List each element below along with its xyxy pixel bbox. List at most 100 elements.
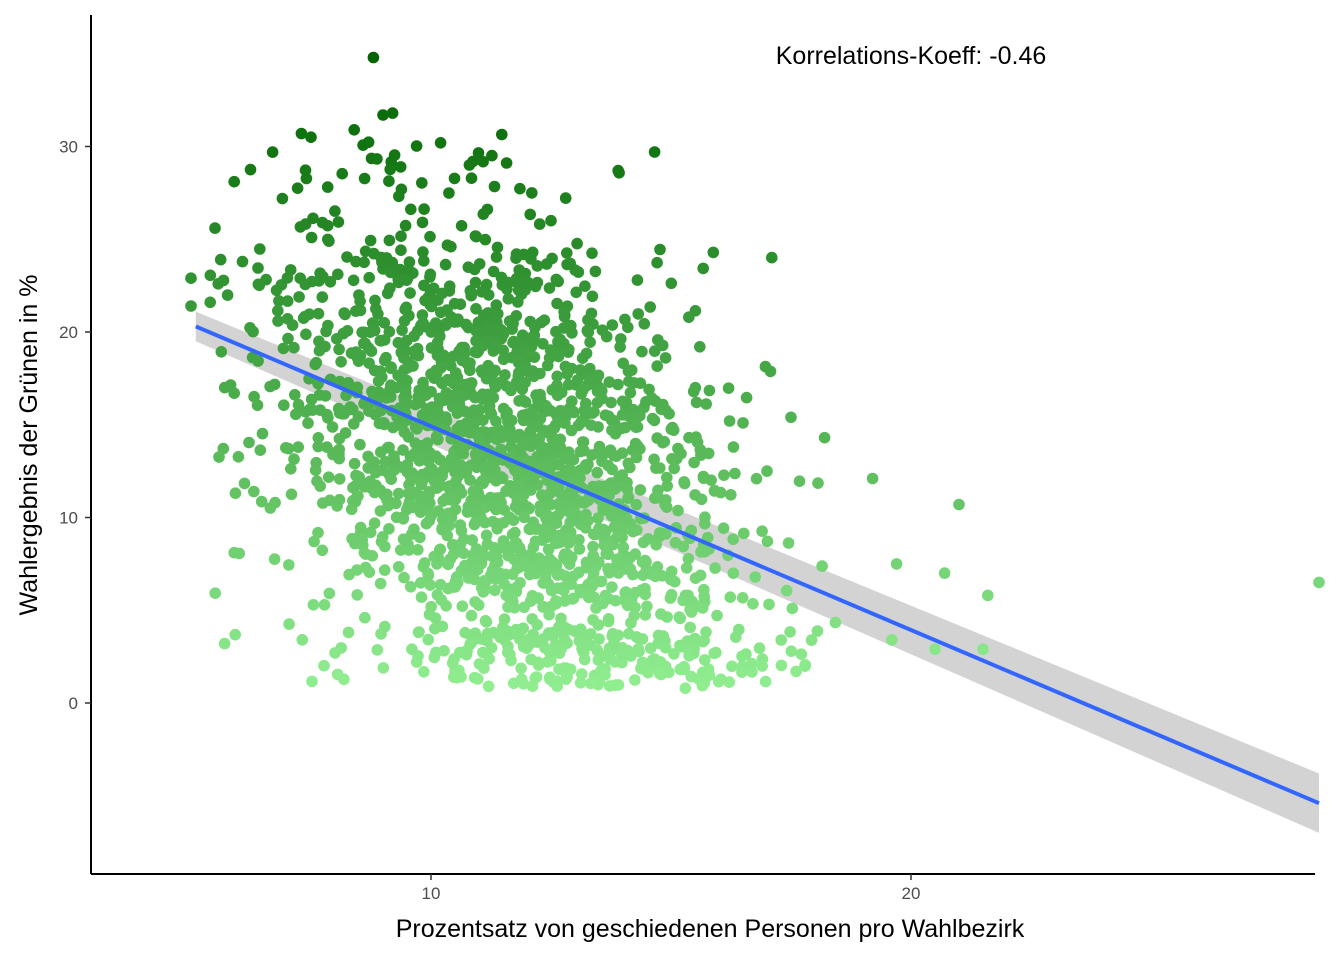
- data-point: [477, 646, 489, 659]
- data-point: [736, 592, 749, 604]
- data-point: [228, 546, 240, 559]
- data-point: [445, 454, 458, 467]
- data-point: [795, 648, 808, 660]
- data-point: [291, 182, 304, 194]
- data-point: [442, 558, 455, 571]
- data-point: [442, 390, 455, 402]
- data-point: [505, 384, 517, 397]
- data-point: [488, 324, 501, 336]
- data-point: [422, 633, 435, 646]
- data-point: [473, 404, 486, 416]
- data-point: [214, 253, 227, 266]
- data-point: [582, 591, 595, 604]
- data-point: [866, 472, 879, 485]
- data-point: [558, 662, 570, 674]
- data-point: [296, 634, 309, 646]
- data-point: [412, 544, 424, 556]
- data-point: [497, 328, 510, 340]
- data-point: [396, 324, 408, 336]
- data-point: [410, 420, 422, 433]
- data-point: [469, 276, 482, 289]
- data-point: [696, 602, 709, 614]
- data-point: [555, 612, 567, 625]
- data-point: [579, 280, 591, 293]
- data-point: [283, 559, 295, 571]
- data-point: [308, 535, 320, 548]
- data-point: [587, 566, 600, 579]
- data-point: [606, 463, 618, 476]
- data-point: [498, 613, 511, 625]
- data-point: [699, 654, 711, 666]
- data-point: [402, 487, 415, 500]
- data-point: [446, 657, 459, 669]
- data-point: [476, 552, 489, 565]
- data-point: [489, 584, 501, 597]
- data-point: [531, 619, 543, 631]
- data-point: [422, 569, 435, 582]
- data-point: [737, 417, 749, 429]
- data-point: [228, 175, 240, 188]
- data-point: [384, 282, 396, 295]
- data-point: [228, 387, 240, 400]
- data-point: [494, 567, 507, 580]
- data-point: [507, 317, 519, 330]
- data-point: [561, 368, 573, 380]
- data-point: [462, 572, 475, 584]
- data-point: [780, 584, 793, 597]
- data-point: [310, 456, 323, 469]
- data-point: [305, 131, 317, 143]
- data-point: [479, 615, 492, 627]
- data-point: [253, 243, 266, 255]
- data-point: [392, 336, 405, 349]
- data-point: [255, 495, 268, 508]
- data-point: [977, 643, 989, 655]
- data-point: [323, 587, 336, 600]
- data-point: [513, 467, 525, 480]
- y-axis-ticks: 0 10 20 30: [59, 138, 91, 713]
- x-axis-title: Prozentsatz von geschiedenen Personen pr…: [396, 915, 1025, 943]
- data-point: [342, 626, 355, 639]
- data-point: [322, 471, 335, 484]
- y-tick-label: 20: [59, 323, 78, 342]
- data-point: [356, 534, 369, 546]
- data-point: [695, 546, 707, 558]
- data-point: [273, 295, 285, 307]
- data-point: [545, 214, 557, 227]
- data-point: [429, 612, 442, 624]
- data-point: [386, 107, 399, 119]
- data-point: [598, 447, 610, 460]
- data-point: [552, 350, 565, 363]
- data-point: [613, 472, 625, 484]
- data-point: [501, 406, 513, 418]
- data-point: [775, 634, 787, 646]
- data-point: [599, 649, 612, 662]
- data-point: [890, 558, 903, 570]
- data-point: [682, 552, 695, 565]
- data-point: [218, 637, 231, 650]
- data-point: [498, 578, 511, 590]
- data-point: [482, 680, 495, 693]
- data-point: [571, 237, 583, 250]
- data-point: [592, 619, 605, 631]
- data-point: [333, 493, 346, 506]
- data-point: [727, 441, 740, 453]
- data-point: [539, 569, 552, 582]
- data-point: [468, 263, 481, 276]
- data-point: [655, 608, 667, 620]
- data-point: [486, 550, 498, 562]
- data-point: [299, 218, 312, 230]
- data-point: [649, 570, 662, 583]
- data-point: [573, 543, 586, 555]
- data-point: [415, 577, 427, 589]
- data-point: [383, 441, 395, 454]
- data-point: [282, 332, 294, 345]
- data-point: [451, 576, 464, 589]
- data-point: [465, 289, 478, 302]
- data-point: [536, 489, 548, 501]
- data-point: [518, 276, 531, 289]
- data-point: [312, 440, 325, 453]
- data-point: [929, 643, 941, 655]
- data-point: [524, 208, 536, 221]
- data-point: [379, 455, 392, 468]
- data-point: [622, 492, 634, 505]
